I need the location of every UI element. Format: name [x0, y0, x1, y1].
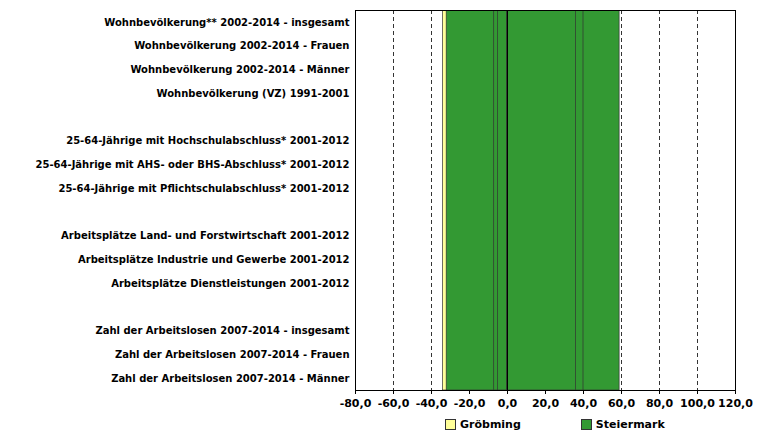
svg-text:-40,0: -40,0 — [416, 397, 448, 410]
svg-text:Arbeitsplätze Land- und Forstw: Arbeitsplätze Land- und Forstwirtschaft … — [61, 230, 349, 241]
svg-text:Zahl der Arbeitslosen 2007-201: Zahl der Arbeitslosen 2007-2014 - Frauen — [115, 349, 350, 360]
svg-text:0,0: 0,0 — [498, 397, 518, 410]
svg-text:40,0: 40,0 — [570, 397, 597, 410]
svg-text:60,0: 60,0 — [608, 397, 635, 410]
svg-text:-60,0: -60,0 — [378, 397, 410, 410]
svg-text:Zahl der Arbeitslosen 2007-201: Zahl der Arbeitslosen 2007-2014 - insges… — [95, 325, 349, 336]
svg-text:25-64-Jährige mit AHS- oder BH: 25-64-Jährige mit AHS- oder BHS-Abschlus… — [36, 159, 350, 170]
svg-text:Arbeitsplätze Industrie und Ge: Arbeitsplätze Industrie und Gewerbe 2001… — [78, 254, 350, 265]
svg-text:Wohnbevölkerung (VZ) 1991-2001: Wohnbevölkerung (VZ) 1991-2001 — [157, 88, 350, 99]
svg-text:80,0: 80,0 — [646, 397, 673, 410]
svg-text:20,0: 20,0 — [532, 397, 559, 410]
svg-text:120,0: 120,0 — [718, 397, 753, 410]
svg-text:25-64-Jährige mit Pflichtschul: 25-64-Jährige mit Pflichtschulabschluss*… — [58, 183, 349, 194]
svg-text:Zahl der Arbeitslosen 2007-201: Zahl der Arbeitslosen 2007-2014 - Männer — [111, 373, 349, 384]
html-text:Steiermark: Steiermark — [595, 418, 665, 431]
svg-text:-20,0: -20,0 — [454, 397, 486, 410]
html-text:Gröbming: Gröbming — [460, 418, 521, 431]
svg-text:Wohnbevölkerung 2002-2014 - Fr: Wohnbevölkerung 2002-2014 - Frauen — [134, 40, 349, 51]
svg-text:-80,0: -80,0 — [340, 397, 372, 410]
svg-text:Wohnbevölkerung** 2002-2014 -: Wohnbevölkerung** 2002-2014 - insgesamt — [104, 17, 349, 28]
svg-text:25-64-Jährige mit Hochschulabs: 25-64-Jährige mit Hochschulabschluss* 20… — [66, 135, 349, 146]
svg-text:Arbeitsplätze Dienstleistungen: Arbeitsplätze Dienstleistungen 2001-2012 — [111, 278, 349, 289]
svg-text:100,0: 100,0 — [680, 397, 715, 410]
svg-text:Wohnbevölkerung 2002-2014 - Mä: Wohnbevölkerung 2002-2014 - Männer — [130, 64, 349, 75]
